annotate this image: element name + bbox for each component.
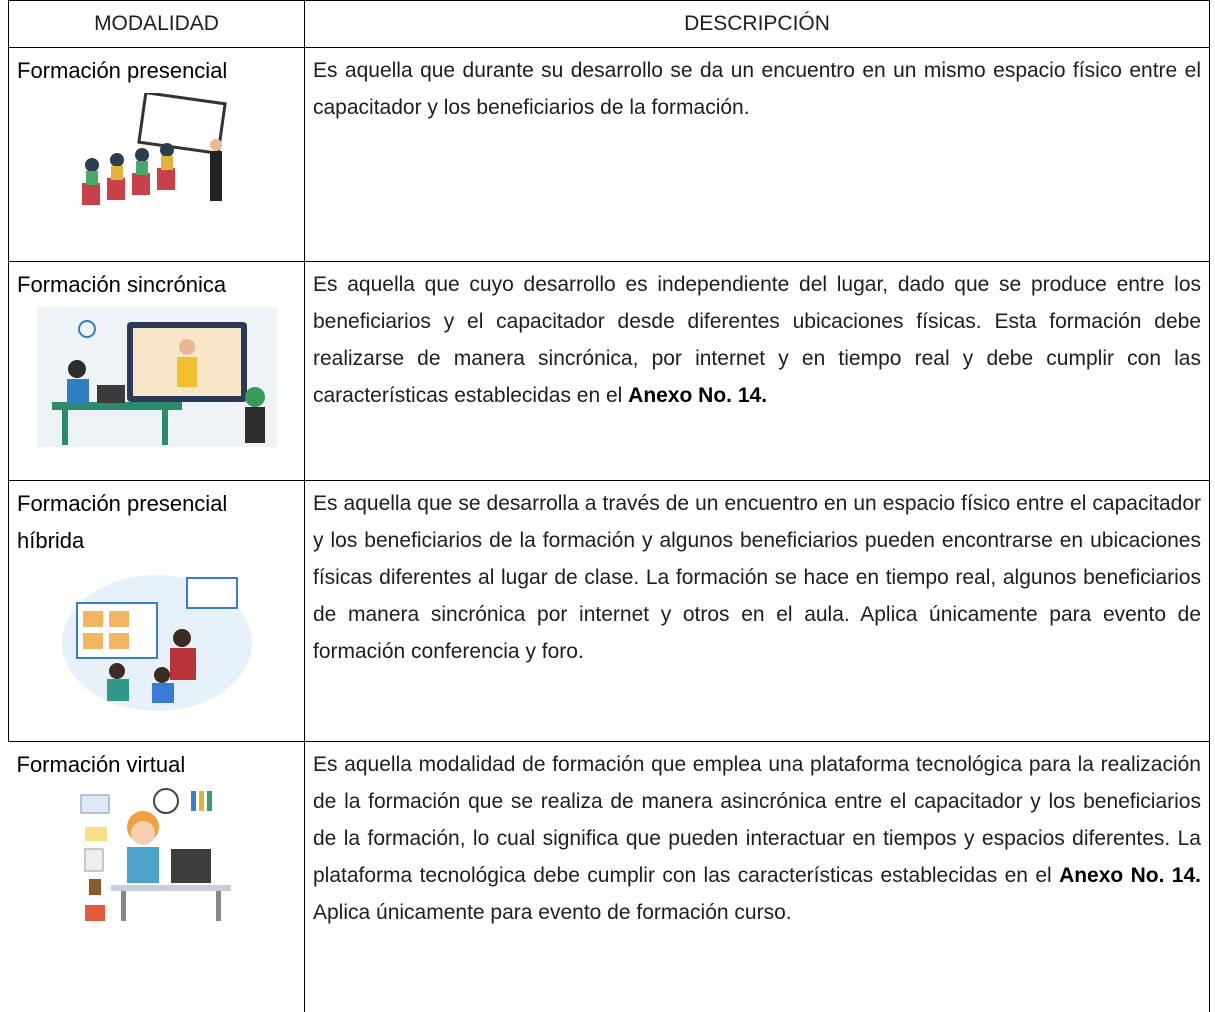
table-body: Formación presencial Es aquella que dura… — [9, 48, 1210, 1012]
modality-cell: Formación sincrónica — [9, 262, 305, 481]
modality-cell: Formación virtual — [9, 742, 305, 1012]
modality-cell: Formación presencial híbrida — [9, 481, 305, 742]
table-row: Formación presencial híbrida Es aquella … — [9, 481, 1210, 742]
illustration — [57, 563, 257, 713]
description-cell: Es aquella modalidad de formación que em… — [305, 742, 1210, 1012]
illustration — [72, 93, 242, 213]
illustration — [37, 307, 277, 447]
modality-cell: Formación presencial — [9, 48, 305, 262]
modalities-table: MODALIDAD DESCRIPCIÓN Formación presenci… — [8, 0, 1210, 1012]
description-text: Es aquella que se desarrolla a través de… — [313, 492, 1207, 663]
description-cell: Es aquella que cuyo desarrollo es indepe… — [305, 262, 1210, 481]
header-cell: MODALIDAD — [9, 1, 305, 48]
table-head: MODALIDAD DESCRIPCIÓN — [9, 1, 1210, 48]
modality-name: Formación virtual — [17, 746, 297, 783]
annex-reference: Anexo No. 14. — [628, 384, 767, 407]
table-row: Formación virtual Es aquella modalidad d… — [9, 742, 1210, 1012]
table-row: Formación presencial Es aquella que dura… — [9, 48, 1210, 262]
header-row: MODALIDAD DESCRIPCIÓN — [9, 1, 1210, 48]
illustration — [71, 787, 241, 927]
modality-name: Formación sincrónica — [17, 266, 296, 303]
modality-name: Formación presencial híbrida — [17, 485, 296, 559]
modality-name: Formación presencial — [17, 52, 296, 89]
description-cell: Es aquella que durante su desarrollo se … — [305, 48, 1210, 262]
description-text: Es aquella que durante su desarrollo se … — [313, 59, 1207, 119]
header-cell: DESCRIPCIÓN — [305, 1, 1210, 48]
annex-reference: Anexo No. 14. — [1059, 864, 1201, 887]
table-row: Formación sincrónica Es aquella que cuyo… — [9, 262, 1210, 481]
description-cell: Es aquella que se desarrolla a través de… — [305, 481, 1210, 742]
